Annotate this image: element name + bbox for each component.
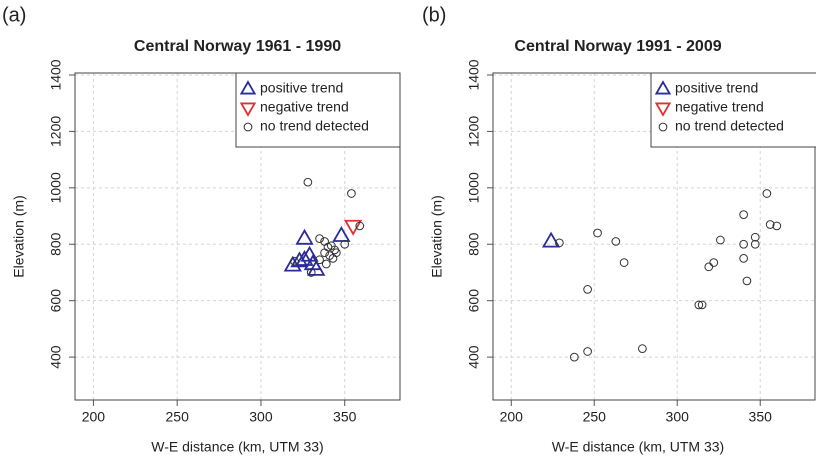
x-tick-label: 200: [500, 409, 524, 425]
y-tick-label: 800: [466, 232, 482, 256]
data-point: [555, 238, 564, 248]
data-point: [709, 258, 719, 267]
y-tick-label: 800: [48, 232, 64, 256]
data-point: [750, 239, 760, 249]
data-point: [739, 239, 748, 249]
data-point: [307, 259, 326, 276]
data-point: [697, 300, 707, 310]
x-axis-label: W-E distance (km, UTM 33): [552, 439, 724, 455]
y-axis-label: Elevation (m): [11, 195, 27, 277]
legend-symbol: [239, 102, 257, 117]
data-point: [765, 220, 775, 229]
chart-title: Central Norway 1961 - 1990: [134, 38, 341, 55]
data-point: [619, 258, 629, 267]
data-point: [295, 249, 314, 266]
data-point: [739, 210, 748, 219]
y-tick-label: 400: [48, 345, 64, 369]
data-point: [347, 189, 356, 198]
data-point: [303, 177, 313, 187]
data-point: [611, 237, 621, 246]
y-tick-label: 1400: [48, 59, 64, 90]
x-tick-label: 250: [166, 409, 190, 425]
data-point: [704, 262, 714, 272]
data-point: [742, 276, 752, 286]
data-point: [772, 221, 782, 231]
data-point: [541, 231, 561, 248]
data-point: [343, 219, 363, 236]
y-axis-label: Elevation (m): [429, 195, 445, 277]
x-axis-label: W-E distance (km, UTM 33): [151, 439, 323, 455]
data-point: [306, 268, 316, 277]
data-point: [355, 221, 365, 231]
legend-label: negative trend: [675, 99, 764, 115]
y-tick-label: 600: [48, 289, 64, 313]
x-tick-label: 200: [82, 409, 106, 425]
legend-label: no trend detected: [675, 118, 784, 134]
legend-label: no trend detected: [260, 118, 369, 134]
y-tick-label: 600: [466, 289, 482, 313]
chart-title: Central Norway 1991 - 2009: [514, 38, 721, 55]
panel-label: (b): [422, 4, 446, 26]
data-point: [694, 300, 704, 310]
panel-label: (a): [2, 4, 26, 26]
data-point: [321, 259, 331, 269]
legend-label: positive trend: [260, 80, 343, 96]
data-point: [583, 285, 592, 294]
data-point: [716, 235, 725, 245]
data-point: [315, 234, 324, 243]
legend-symbol: [658, 122, 668, 132]
legend-box: [235, 72, 401, 148]
data-point: [332, 225, 351, 242]
legend-symbol: [239, 80, 257, 95]
x-tick-label: 250: [583, 409, 607, 425]
data-point: [593, 228, 602, 238]
data-point: [320, 248, 329, 258]
x-tick-label: 350: [749, 409, 773, 425]
data-point: [750, 232, 760, 242]
legend-label: positive trend: [675, 80, 758, 96]
legend-symbol: [243, 122, 253, 132]
data-point: [638, 344, 647, 354]
y-tick-label: 1000: [466, 172, 482, 203]
data-point: [739, 254, 748, 263]
y-tick-label: 1400: [466, 59, 482, 90]
x-tick-label: 350: [333, 409, 357, 425]
data-point: [315, 255, 324, 265]
data-point: [295, 228, 314, 245]
data-point: [290, 256, 299, 266]
data-point: [762, 189, 772, 198]
data-point: [569, 352, 579, 362]
y-tick-label: 1200: [466, 116, 482, 147]
x-tick-label: 300: [249, 409, 273, 425]
legend-symbol: [654, 80, 672, 95]
data-point: [331, 248, 341, 258]
y-tick-label: 1200: [48, 116, 64, 147]
y-tick-label: 400: [466, 345, 482, 369]
x-tick-label: 300: [666, 409, 690, 425]
y-tick-label: 1000: [48, 172, 64, 203]
data-point: [583, 347, 592, 356]
legend-label: negative trend: [260, 99, 349, 115]
data-point: [340, 239, 350, 249]
legend-box: [650, 72, 816, 148]
legend-symbol: [654, 102, 672, 117]
